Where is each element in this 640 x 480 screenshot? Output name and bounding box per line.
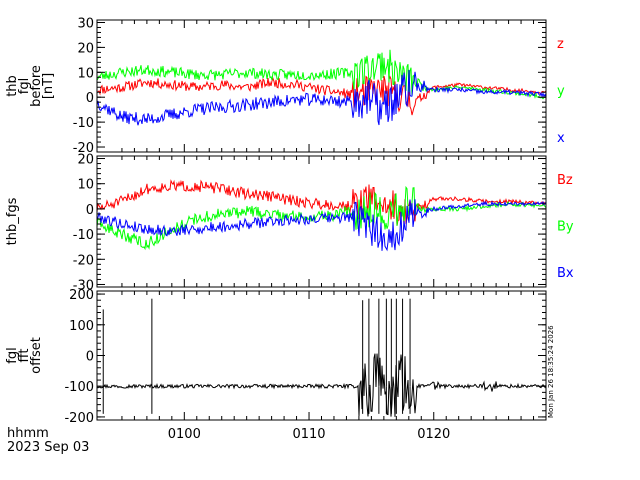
series-line-By bbox=[97, 185, 546, 251]
legend-entry: Bz bbox=[557, 173, 573, 188]
y-axis-label-line: thb bbox=[5, 75, 20, 97]
y-tick-label: 0 bbox=[86, 203, 94, 218]
y-tick-label: -30 bbox=[73, 278, 94, 293]
x-tick-label: 0120 bbox=[417, 427, 450, 442]
timestamp-stamp: Mon Jan 26 18:35:24 2026 bbox=[547, 325, 555, 418]
y-tick-label: 10 bbox=[77, 178, 94, 193]
y-tick-label: 20 bbox=[77, 41, 94, 56]
legend-entry: Bx bbox=[557, 266, 574, 281]
offset-trace bbox=[97, 353, 546, 417]
y-tick-label: 100 bbox=[69, 319, 94, 334]
panel-3-data bbox=[97, 298, 546, 417]
y-tick-label: -10 bbox=[73, 228, 94, 243]
y-axis-label-line: offset bbox=[29, 337, 44, 374]
legend-entry: x bbox=[557, 131, 565, 146]
y-tick-label: 200 bbox=[69, 288, 94, 303]
panel-1-data bbox=[97, 49, 546, 126]
y-tick-label: 10 bbox=[77, 66, 94, 81]
y-tick-label: 0 bbox=[86, 91, 94, 106]
y-tick-label: 0 bbox=[86, 350, 94, 365]
y-tick-label: 30 bbox=[77, 16, 94, 31]
series-line-z bbox=[97, 75, 546, 116]
date-label: 2023 Sep 03 bbox=[7, 440, 89, 455]
y-tick-label: -20 bbox=[73, 141, 94, 156]
legend-entry: By bbox=[557, 219, 574, 234]
y-axis-label-line: fgl bbox=[5, 347, 20, 363]
legend-entry: z bbox=[557, 37, 564, 52]
y-axis-label-line: before bbox=[29, 65, 44, 107]
panel-frame bbox=[96, 155, 547, 288]
series-line-x bbox=[97, 69, 546, 126]
x-tick-label: 0110 bbox=[292, 427, 325, 442]
x-tick-label: 0100 bbox=[168, 427, 201, 442]
y-axis-label-line: fgl bbox=[17, 78, 32, 94]
y-axis-label-line: [nT] bbox=[41, 73, 56, 99]
panel-frame bbox=[96, 290, 547, 421]
series-line-Bx bbox=[97, 199, 546, 252]
time-format-label: hhmm bbox=[7, 426, 49, 441]
series-line-y bbox=[97, 49, 546, 100]
legend-entry: y bbox=[557, 84, 565, 99]
y-tick-label: -100 bbox=[64, 380, 94, 395]
panel-2-data bbox=[97, 179, 546, 252]
panel-2: 20 10 0 -10 -20 -30 thb_fgs Bz By Bx bbox=[5, 153, 574, 294]
y-tick-label: 20 bbox=[77, 153, 94, 168]
y-tick-label: -10 bbox=[73, 116, 94, 131]
y-tick-label: -200 bbox=[64, 411, 94, 426]
y-tick-label: -20 bbox=[73, 253, 94, 268]
timestamp-text: Mon Jan 26 18:35:24 2026 bbox=[547, 325, 555, 418]
y-axis-label-line: thb_fgs bbox=[5, 197, 20, 245]
y-axis-label-line: fft bbox=[17, 348, 32, 362]
y-axis-label: thb_fgs bbox=[5, 197, 20, 245]
series-line-Bz bbox=[97, 179, 546, 226]
